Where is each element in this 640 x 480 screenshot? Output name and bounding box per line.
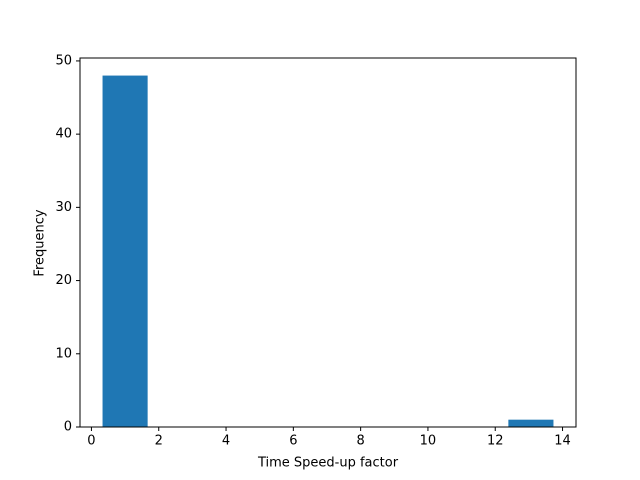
x-tick-label: 4 xyxy=(222,434,230,449)
y-axis-label: Frequency xyxy=(33,209,48,276)
bar xyxy=(508,419,554,427)
x-tick-label: 12 xyxy=(487,434,504,449)
x-axis-label: Time Speed-up factor xyxy=(257,456,399,471)
y-tick-label: 50 xyxy=(55,53,72,68)
x-tick-label: 6 xyxy=(289,434,297,449)
y-tick-label: 0 xyxy=(64,420,72,435)
x-tick-label: 0 xyxy=(87,434,95,449)
y-tick-label: 20 xyxy=(55,273,72,288)
x-tick-label: 10 xyxy=(420,434,437,449)
y-tick-label: 30 xyxy=(55,200,72,215)
x-tick-label: 2 xyxy=(155,434,163,449)
y-tick-label: 10 xyxy=(55,346,72,361)
plot-frame xyxy=(79,57,577,428)
bar xyxy=(102,75,148,428)
x-tick-label: 8 xyxy=(356,434,364,449)
x-tick-label: 14 xyxy=(554,434,571,449)
y-tick-label: 40 xyxy=(55,127,72,142)
